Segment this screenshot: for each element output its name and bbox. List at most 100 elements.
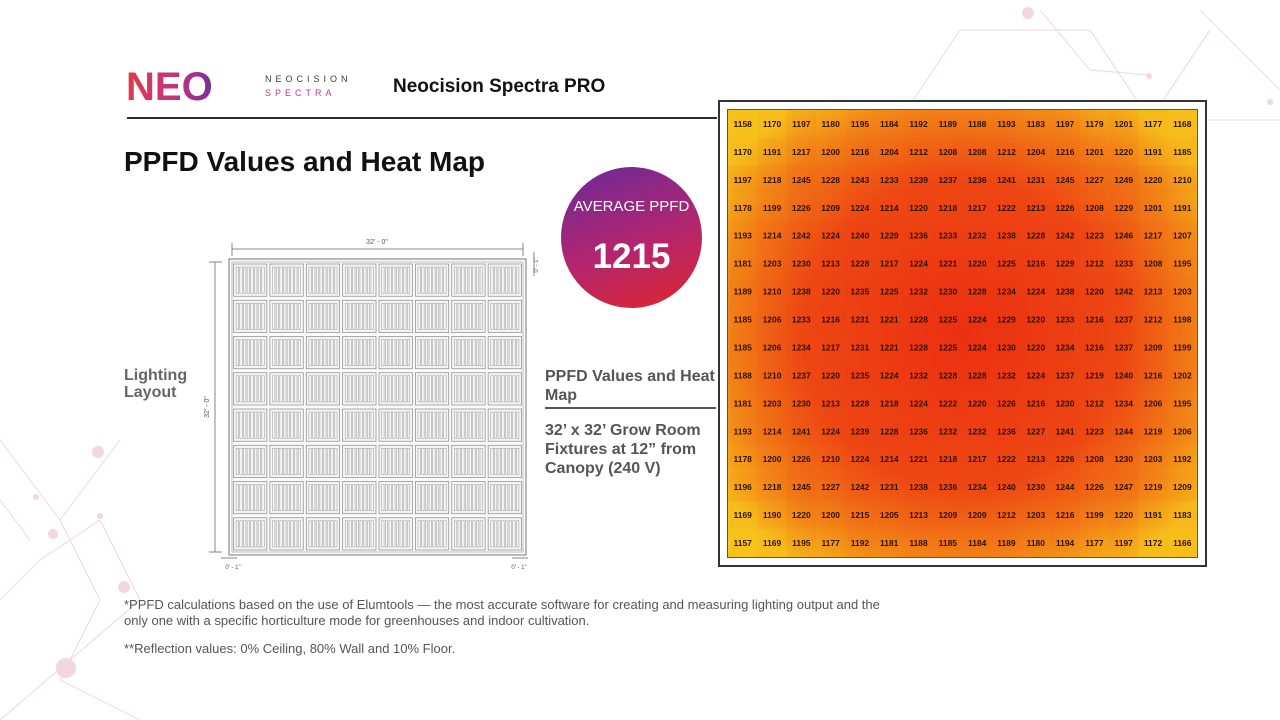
heatmap-cell <box>991 277 1022 306</box>
heatmap-cell <box>933 529 963 557</box>
heatmap-cell <box>903 110 934 138</box>
heatmap-cell <box>757 193 787 222</box>
grow-light-fixture <box>305 517 340 551</box>
neo-logo: NEO <box>126 68 213 104</box>
grow-light-fixture <box>269 517 304 551</box>
product-title: Neocision Spectra PRO <box>393 76 606 97</box>
ppfd-heatmap: 1158 1170 1197 1180 1195 1184 1192 1189 1188 1193… <box>727 109 1198 558</box>
heatmap-value-label: 1232 <box>938 426 957 436</box>
heatmap-value-label: 1233 <box>792 315 811 325</box>
heatmap-cell <box>845 137 875 166</box>
heatmap-value-label: 1223 <box>1085 426 1104 436</box>
heatmap-cell <box>933 305 963 334</box>
heatmap-value-label: 1219 <box>1144 482 1163 492</box>
heatmap-cell <box>1079 389 1110 418</box>
heatmap-value-label: 1217 <box>1144 231 1163 241</box>
grow-light-fixture <box>305 408 340 442</box>
heatmap-cell <box>991 305 1022 334</box>
heatmap-value-label: 1212 <box>1085 398 1104 408</box>
heatmap-cell <box>728 221 758 250</box>
heatmap-value-label: 1221 <box>880 315 899 325</box>
heatmap-value-label: 1218 <box>938 203 957 213</box>
heatmap-value-label: 1188 <box>734 370 753 380</box>
heatmap-value-label: 1229 <box>1114 203 1133 213</box>
grow-light-fixture <box>487 517 522 551</box>
grow-light-fixture <box>233 444 268 478</box>
heatmap-cell <box>1021 137 1051 166</box>
grow-room-description: 32’ x 32’ Grow Room Fixtures at 12” from… <box>545 422 701 477</box>
heatmap-cell <box>903 529 934 557</box>
heatmap-cell <box>728 165 758 194</box>
heatmap-value-label: 1201 <box>1114 119 1133 129</box>
heatmap-value-label: 1217 <box>821 342 840 352</box>
heatmap-value-label: 1210 <box>1173 175 1192 185</box>
heatmap-value-label: 1178 <box>734 454 753 464</box>
heatmap-value-label: 1246 <box>1114 231 1133 241</box>
heatmap-value-label: 1238 <box>1056 287 1075 297</box>
heatmap-value-label: 1191 <box>1173 203 1192 213</box>
brand-name: NEOCISION <box>265 74 352 84</box>
heatmap-value-label: 1189 <box>939 119 958 129</box>
grow-light-fixture <box>342 336 377 370</box>
heatmap-value-label: 1241 <box>792 426 811 436</box>
heatmap-value-label: 1233 <box>880 175 899 185</box>
header-divider <box>127 117 717 119</box>
heatmap-cell <box>728 277 758 306</box>
heatmap-cell <box>845 165 875 194</box>
heatmap-value-label: 1197 <box>792 119 811 129</box>
heatmap-cell <box>815 333 846 362</box>
heatmap-cell <box>1050 361 1080 390</box>
heatmap-cell <box>1138 445 1168 474</box>
heatmap-value-label: 1216 <box>1085 342 1104 352</box>
heatmap-cell <box>1109 193 1139 222</box>
heatmap-cell <box>1167 473 1197 502</box>
heatmap-value-label: 1224 <box>851 454 870 464</box>
heatmap-value-label: 1220 <box>1114 510 1133 520</box>
heatmap-cell <box>1021 193 1051 222</box>
heatmap-cell <box>1050 221 1080 250</box>
grow-light-fixture <box>305 336 340 370</box>
heatmap-cell <box>1109 249 1139 278</box>
heatmap-cell <box>1109 221 1139 250</box>
heatmap-cell <box>1021 417 1051 446</box>
heatmap-cell <box>1050 137 1080 166</box>
grow-light-fixture <box>269 299 304 333</box>
heatmap-cell <box>1138 165 1168 194</box>
heatmap-cell <box>1109 473 1139 502</box>
heatmap-cell <box>874 473 904 502</box>
heatmap-value-label: 1216 <box>1056 147 1075 157</box>
heatmap-value-label: 1197 <box>1115 538 1134 548</box>
heatmap-background <box>728 110 1197 557</box>
grow-light-fixture <box>415 372 450 406</box>
heatmap-cell <box>903 501 934 530</box>
heatmap-cell <box>874 221 904 250</box>
grow-light-fixture <box>487 372 522 406</box>
heatmap-value-label: 1225 <box>997 259 1016 269</box>
heatmap-cell <box>728 305 758 334</box>
heatmap-cell <box>874 249 904 278</box>
heatmap-cell <box>1079 249 1110 278</box>
heatmap-value-label: 1235 <box>851 370 870 380</box>
heatmap-cell <box>728 193 758 222</box>
heatmap-value-label: 1237 <box>1114 342 1133 352</box>
grow-light-fixture <box>415 336 450 370</box>
heatmap-value-label: 1204 <box>1026 147 1045 157</box>
heatmap-cell <box>1079 529 1110 557</box>
heatmap-cell <box>1138 361 1168 390</box>
heatmap-value-label: 1239 <box>909 175 928 185</box>
heatmap-cell <box>1079 110 1110 138</box>
heatmap-cell <box>874 529 904 557</box>
heatmap-value-label: 1203 <box>1173 287 1192 297</box>
heatmap-cell <box>786 501 816 530</box>
heatmap-cell <box>1021 249 1051 278</box>
heatmap-cell <box>1050 193 1080 222</box>
heatmap-cell <box>1167 305 1197 334</box>
heatmap-value-label: 1230 <box>1056 398 1075 408</box>
heatmap-value-label: 1220 <box>968 398 987 408</box>
heatmap-cell <box>933 221 963 250</box>
heatmap-value-label: 1216 <box>1026 259 1045 269</box>
heatmap-value-label: 1224 <box>821 426 840 436</box>
heatmap-cell <box>757 501 787 530</box>
heatmap-value-label: 1220 <box>821 287 840 297</box>
heatmap-value-label: 1214 <box>763 231 782 241</box>
